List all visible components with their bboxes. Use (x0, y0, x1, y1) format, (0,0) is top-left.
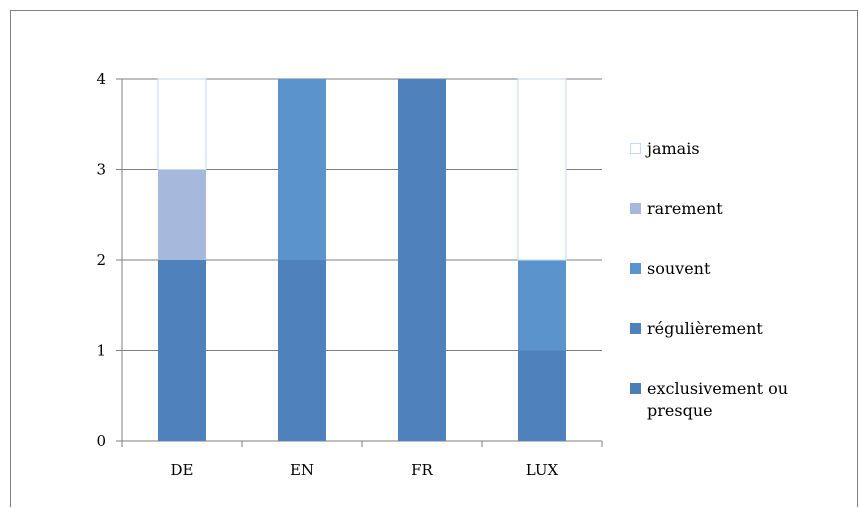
legend-item-exclusivement: exclusivement ou presque (630, 378, 830, 438)
legend-item-rarement: rarement (630, 198, 830, 258)
legend-swatch-regulierement (630, 323, 641, 334)
bar-segment (278, 260, 326, 441)
legend-swatch-exclusivement (630, 383, 641, 394)
chart-frame (10, 10, 858, 507)
bar-segment (158, 169, 206, 260)
legend-item-souvent: souvent (630, 258, 830, 318)
legend-swatch-rarement (630, 203, 641, 214)
y-tick-label: 2 (96, 251, 106, 269)
legend-item-jamais: jamais (630, 138, 830, 198)
x-tick-label: LUX (526, 461, 559, 479)
legend-swatch-souvent (630, 263, 641, 274)
bar-segment (157, 78, 207, 170)
legend-swatch-jamais (630, 143, 641, 154)
x-tick-label: DE (171, 461, 194, 479)
bar-segment (517, 78, 567, 261)
legend-item-regulierement: régulièrement (630, 318, 830, 378)
y-tick-label: 4 (96, 70, 106, 88)
y-tick-label: 1 (96, 342, 106, 360)
legend-label: exclusivement ou presque (647, 379, 789, 420)
legend-label: régulièrement (647, 319, 763, 338)
x-tick-label: FR (411, 461, 433, 479)
legend-label: jamais (647, 139, 700, 158)
y-tick-label: 3 (96, 161, 106, 179)
x-tick-label: EN (290, 461, 314, 479)
y-tick-label: 0 (96, 432, 106, 450)
bar-segment (518, 350, 566, 441)
legend-label: souvent (647, 259, 711, 278)
legend: jamais rarement souvent régulièrement ex… (630, 138, 830, 438)
bar-segment (278, 79, 326, 260)
bar-segment (398, 79, 446, 441)
legend-label: rarement (647, 199, 723, 218)
bar-segment (158, 260, 206, 441)
bar-segment (518, 260, 566, 351)
